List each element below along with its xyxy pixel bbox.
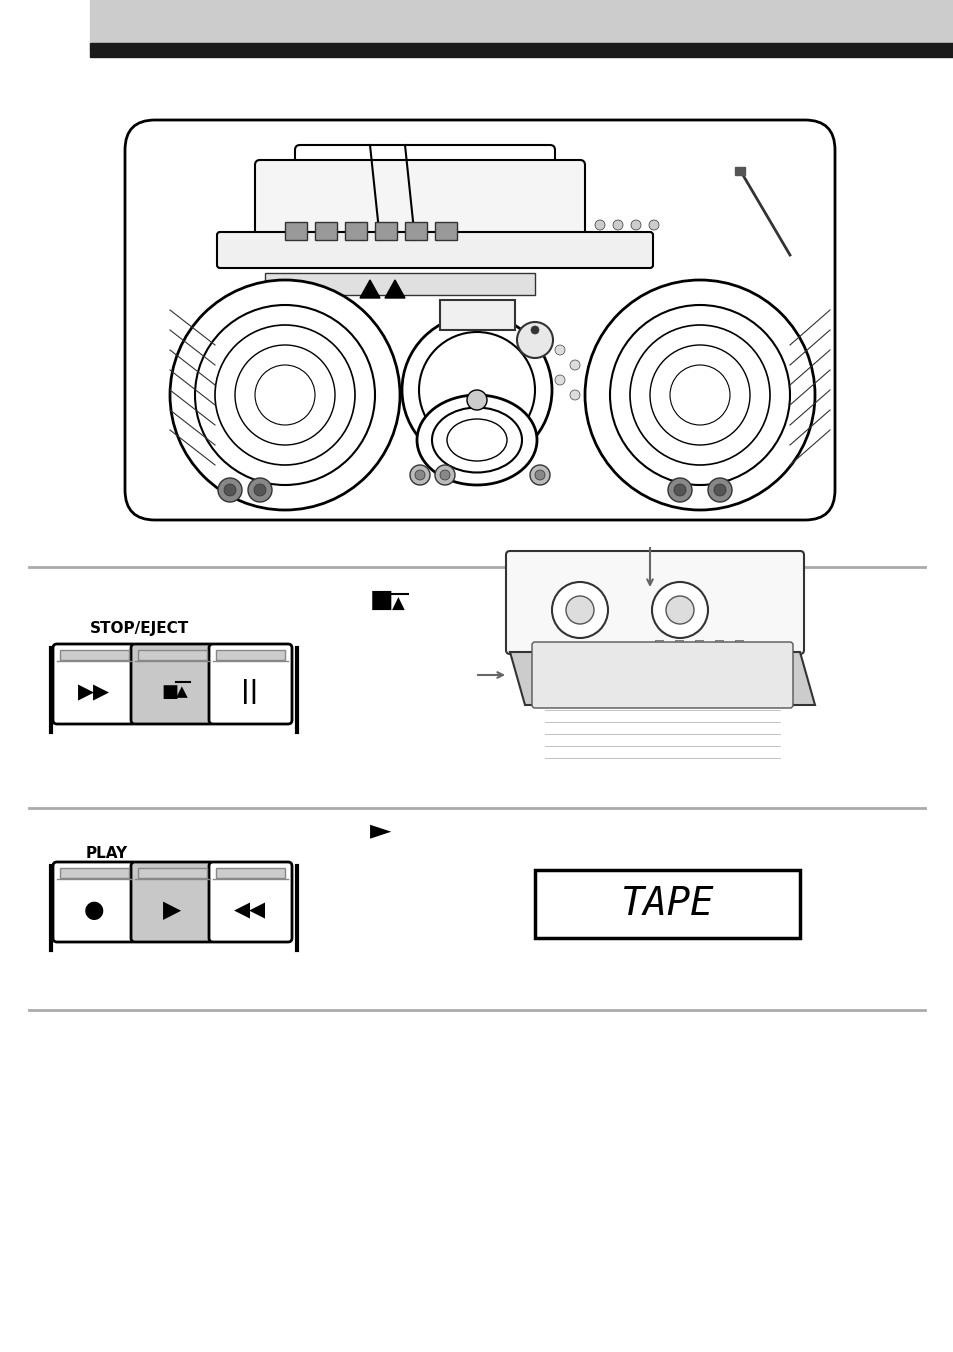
Circle shape: [415, 470, 424, 480]
Circle shape: [609, 306, 789, 485]
Circle shape: [170, 280, 399, 510]
Circle shape: [555, 345, 564, 356]
Circle shape: [439, 470, 450, 480]
Circle shape: [707, 479, 731, 502]
Circle shape: [435, 465, 455, 485]
FancyBboxPatch shape: [53, 644, 136, 725]
Circle shape: [629, 324, 769, 465]
Circle shape: [253, 484, 266, 496]
Bar: [138, 868, 207, 877]
Circle shape: [467, 389, 486, 410]
FancyBboxPatch shape: [216, 233, 652, 268]
Circle shape: [630, 220, 640, 230]
Text: ●: ●: [84, 898, 104, 922]
Text: PLAY: PLAY: [86, 845, 128, 860]
Bar: [734, 168, 744, 174]
Circle shape: [418, 333, 535, 448]
Bar: [435, 222, 456, 241]
Text: ►: ►: [370, 817, 391, 844]
FancyBboxPatch shape: [294, 145, 555, 174]
Bar: [695, 639, 702, 652]
Bar: [90, 0, 953, 50]
Circle shape: [713, 484, 725, 496]
Bar: [675, 639, 682, 652]
Text: ||: ||: [241, 680, 258, 704]
Circle shape: [214, 324, 355, 465]
Circle shape: [410, 465, 430, 485]
Text: STOP/EJECT: STOP/EJECT: [91, 621, 190, 635]
FancyBboxPatch shape: [209, 644, 292, 725]
Circle shape: [530, 465, 550, 485]
Bar: [138, 650, 207, 660]
Circle shape: [649, 345, 749, 445]
Ellipse shape: [416, 395, 537, 485]
Circle shape: [584, 280, 814, 510]
Bar: [60, 868, 129, 877]
Bar: [215, 868, 285, 877]
FancyBboxPatch shape: [505, 552, 803, 654]
Circle shape: [555, 375, 564, 385]
Circle shape: [667, 479, 691, 502]
Circle shape: [194, 306, 375, 485]
Bar: [265, 273, 535, 295]
FancyBboxPatch shape: [131, 644, 213, 725]
Text: ▶: ▶: [163, 898, 181, 922]
Polygon shape: [510, 652, 814, 704]
FancyBboxPatch shape: [209, 863, 292, 942]
Text: TAPE: TAPE: [620, 886, 714, 923]
Circle shape: [569, 360, 579, 370]
Bar: [90, 43, 953, 57]
Ellipse shape: [447, 419, 506, 461]
Ellipse shape: [432, 407, 521, 472]
Bar: [655, 639, 662, 652]
Text: ◀◀: ◀◀: [233, 900, 266, 919]
Bar: [285, 222, 307, 241]
Circle shape: [569, 389, 579, 400]
Text: ■: ■: [370, 588, 394, 612]
Text: ▲: ▲: [392, 595, 404, 612]
Circle shape: [665, 596, 693, 625]
Circle shape: [613, 220, 622, 230]
FancyBboxPatch shape: [131, 863, 213, 942]
Circle shape: [401, 315, 552, 465]
Circle shape: [535, 470, 544, 480]
Circle shape: [651, 581, 707, 638]
Bar: [405, 222, 427, 241]
Circle shape: [565, 596, 594, 625]
Bar: [375, 222, 396, 241]
Circle shape: [552, 581, 607, 638]
Bar: [345, 222, 367, 241]
Circle shape: [673, 484, 685, 496]
Text: ▶▶: ▶▶: [78, 681, 110, 702]
Circle shape: [669, 365, 729, 425]
Circle shape: [224, 484, 235, 496]
Bar: [314, 222, 336, 241]
Circle shape: [531, 326, 538, 334]
Text: ▲: ▲: [176, 684, 188, 699]
Bar: [734, 639, 742, 652]
FancyBboxPatch shape: [254, 160, 584, 245]
Bar: [215, 650, 285, 660]
FancyBboxPatch shape: [532, 642, 792, 708]
FancyBboxPatch shape: [53, 863, 136, 942]
Circle shape: [234, 345, 335, 445]
Circle shape: [595, 220, 604, 230]
Bar: [535, 869, 800, 938]
Circle shape: [254, 365, 314, 425]
Circle shape: [248, 479, 272, 502]
Bar: [439, 300, 515, 330]
Circle shape: [648, 220, 659, 230]
Bar: [60, 650, 129, 660]
Bar: [714, 639, 722, 652]
Text: ■: ■: [161, 683, 178, 700]
Circle shape: [218, 479, 242, 502]
Circle shape: [517, 322, 553, 358]
Polygon shape: [385, 280, 405, 297]
Polygon shape: [359, 280, 379, 297]
FancyBboxPatch shape: [125, 120, 834, 521]
